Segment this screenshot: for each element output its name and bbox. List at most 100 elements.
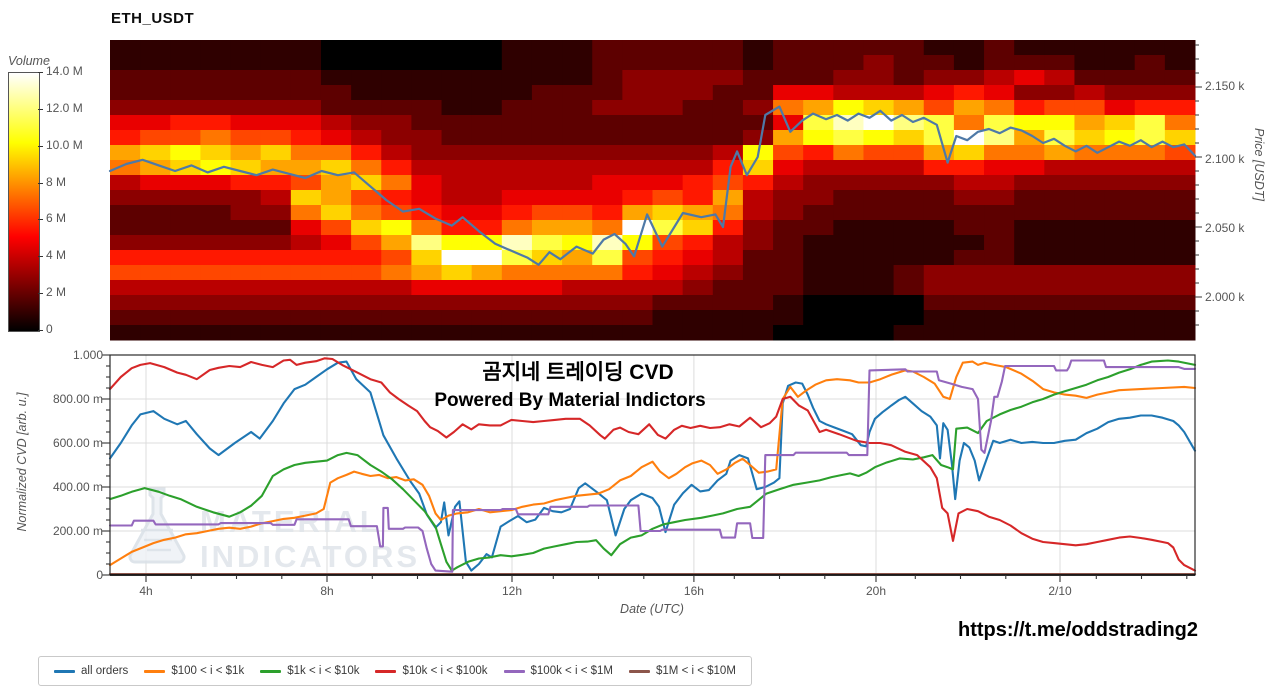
telegram-url[interactable]: https://t.me/oddstrading2 (958, 619, 1198, 641)
heatmap-cell (833, 205, 864, 221)
heatmap-cell (351, 190, 382, 206)
heatmap-cell (1014, 325, 1045, 341)
heatmap-cell (381, 190, 412, 206)
heatmap-cell (1164, 175, 1196, 191)
heatmap-cell (652, 100, 684, 116)
heatmap-cell (110, 220, 141, 236)
colorbar-tick-label: 4 M (46, 248, 67, 263)
colorbar-tick-label: 10.0 M (46, 137, 83, 152)
heatmap-cell (863, 220, 895, 236)
cvd-chart-title: 곰지네 트레이딩 CVD (482, 361, 674, 384)
heatmap-cell (984, 190, 1015, 206)
heatmap-cell (592, 40, 623, 56)
heatmap-cell (863, 100, 895, 116)
heatmap-cell (320, 325, 352, 341)
heatmap-cell (441, 190, 473, 206)
heatmap-cell (592, 175, 623, 191)
heatmap-cell (471, 160, 503, 176)
heatmap-cell (833, 325, 864, 341)
heatmap-cell (351, 205, 382, 221)
heatmap-cell (1104, 175, 1136, 191)
heatmap-cell (441, 85, 473, 101)
heatmap-cell (1044, 175, 1075, 191)
heatmap-cell (592, 190, 623, 206)
heatmap-cell (953, 310, 985, 326)
heatmap-cell (622, 250, 653, 266)
heatmap-cell (501, 280, 533, 296)
price-tick-label: 2.100 k (1205, 152, 1245, 166)
heatmap-cell (260, 235, 292, 251)
heatmap-cell (531, 100, 563, 116)
heatmap-cell (230, 85, 262, 101)
heatmap-cell (682, 70, 714, 86)
heatmap-cell (984, 325, 1015, 341)
heatmap-cell (531, 220, 563, 236)
heatmap-cell (411, 235, 443, 251)
heatmap-cell (923, 235, 955, 251)
heatmap-cell (1044, 130, 1075, 146)
heatmap-cell (351, 310, 382, 326)
heatmap-cell (592, 280, 623, 296)
heatmap-cell (320, 205, 352, 221)
legend-line-swatch (629, 669, 650, 673)
heatmap-cell (170, 55, 201, 71)
heatmap-cell (984, 130, 1015, 146)
heatmap-cell (682, 40, 714, 56)
heatmap-cell (471, 85, 503, 101)
heatmap-cell (531, 160, 563, 176)
heatmap-cell (682, 190, 714, 206)
heatmap-cell (471, 280, 503, 296)
heatmap-cell (953, 40, 985, 56)
heatmap-cell (170, 310, 201, 326)
heatmap-cell (1074, 325, 1106, 341)
heatmap-cell (803, 175, 834, 191)
heatmap-cell (230, 235, 262, 251)
heatmap-cell (893, 55, 925, 71)
heatmap-cell (712, 265, 744, 281)
price-tick-label: 2.150 k (1205, 79, 1245, 93)
heatmap-cell (230, 100, 262, 116)
heatmap-cell (471, 295, 503, 311)
watermark-line2: INDICATORS (200, 539, 420, 574)
heatmap-cell (441, 325, 473, 341)
heatmap-cell (230, 280, 262, 296)
heatmap-cell (1074, 40, 1106, 56)
heatmap-cell (351, 235, 382, 251)
heatmap-cell (893, 40, 925, 56)
heatmap-cell (230, 175, 262, 191)
heatmap-cell (140, 310, 171, 326)
heatmap-cell (381, 160, 412, 176)
heatmap-cell (984, 100, 1015, 116)
heatmap-cell (923, 100, 955, 116)
heatmap-cell (893, 130, 925, 146)
heatmap-cell (290, 295, 322, 311)
heatmap-cell (773, 175, 804, 191)
heatmap-cell (742, 265, 774, 281)
heatmap-cell (501, 220, 533, 236)
heatmap-cell (290, 190, 322, 206)
heatmap-cell (682, 55, 714, 71)
heatmap-cell (953, 100, 985, 116)
heatmap-cell (320, 295, 352, 311)
heatmap-cell (411, 85, 443, 101)
heatmap-cell (622, 85, 653, 101)
heatmap-cell (1044, 145, 1075, 161)
heatmap-cell (682, 100, 714, 116)
legend-item-4: $100k < i < $1M (503, 665, 613, 677)
heatmap-cell (1044, 160, 1075, 176)
heatmap-cell (863, 325, 895, 341)
heatmap-cell (320, 190, 352, 206)
heatmap-cell (652, 235, 684, 251)
heatmap-cell (110, 235, 141, 251)
heatmap-cell (200, 250, 232, 266)
heatmap-cell (501, 235, 533, 251)
heatmap-cell (562, 145, 593, 161)
heatmap-cell (953, 55, 985, 71)
heatmap-cell (1104, 70, 1136, 86)
heatmap-cell (773, 220, 804, 236)
heatmap-cell (471, 250, 503, 266)
heatmap-cell (290, 310, 322, 326)
heatmap-cell (742, 100, 774, 116)
heatmap-cell (652, 205, 684, 221)
cvd-chart-subtitle: Powered By Material Indictors (434, 390, 706, 411)
